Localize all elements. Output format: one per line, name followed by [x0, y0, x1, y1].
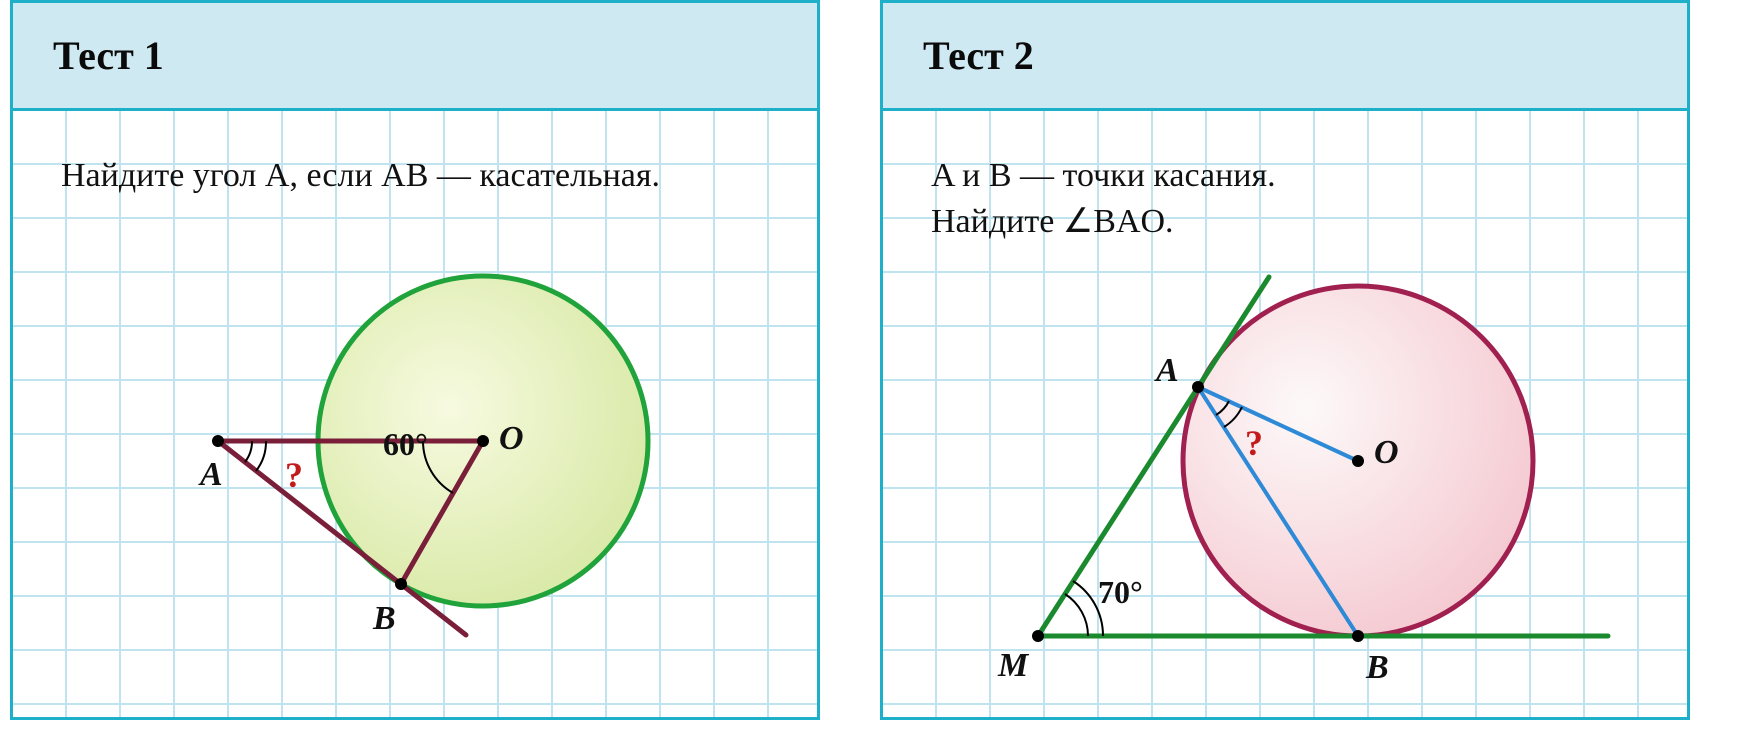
dot-B2 — [1352, 630, 1364, 642]
label-70: 70° — [1098, 574, 1143, 610]
panel-1-header: Тест 1 — [13, 3, 817, 111]
label-A: A — [198, 456, 223, 493]
panel-2-header: Тест 2 — [883, 3, 1687, 111]
arc-A-2 — [256, 441, 266, 471]
question-mark-1: ? — [285, 455, 303, 495]
panel-2: Тест 2 A и B — точки касания. Найдите ∠B… — [880, 0, 1690, 720]
arc-A-1 — [245, 441, 252, 462]
dot-B — [395, 578, 407, 590]
label-B2: B — [1365, 649, 1389, 686]
arc-M-1 — [1065, 594, 1088, 636]
dot-A2 — [1192, 381, 1204, 393]
dot-O2 — [1352, 455, 1364, 467]
panel-2-title: Тест 2 — [923, 32, 1034, 79]
label-60: 60° — [383, 426, 428, 462]
dot-A — [212, 435, 224, 447]
panel-1-title: Тест 1 — [53, 32, 164, 79]
panel-1-figure: A O B 60° ? — [13, 111, 823, 720]
panel-2-figure: M A B O 70° ? — [883, 111, 1693, 720]
label-A2: A — [1154, 352, 1179, 389]
label-O2: O — [1374, 434, 1399, 471]
label-M: M — [997, 647, 1030, 684]
dot-M — [1032, 630, 1044, 642]
page-wrap: Тест 1 Найдите угол A, если AB — каса­те… — [0, 0, 1738, 720]
question-mark-2: ? — [1245, 423, 1263, 463]
label-O: O — [499, 420, 524, 457]
label-B: B — [372, 600, 396, 637]
dot-O — [477, 435, 489, 447]
panel-1: Тест 1 Найдите угол A, если AB — каса­те… — [10, 0, 820, 720]
